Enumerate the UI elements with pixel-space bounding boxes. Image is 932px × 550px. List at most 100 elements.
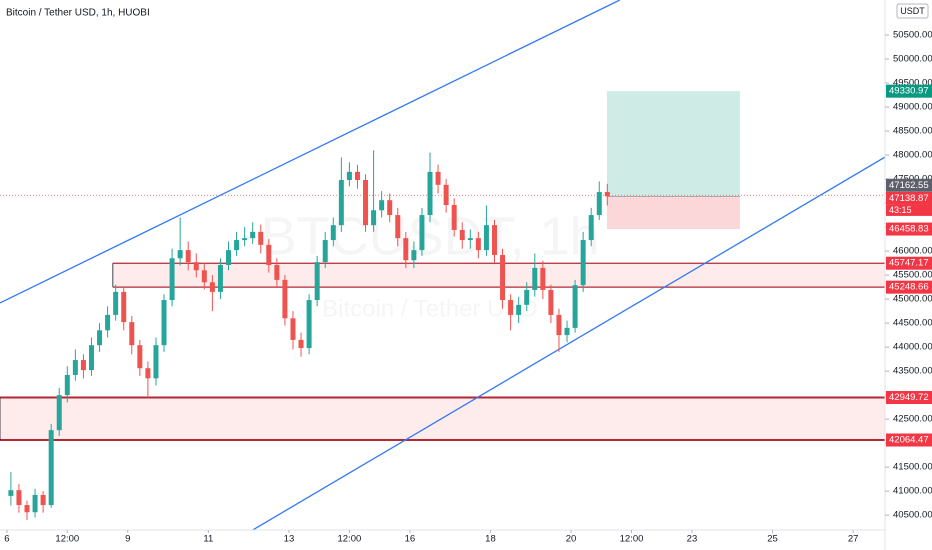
x-tick-label: 25 (767, 534, 778, 545)
stop-price-label-bg (886, 222, 932, 236)
candle-body (580, 240, 586, 286)
candle-body (209, 282, 215, 292)
candle-body (105, 314, 111, 331)
candle-body (88, 345, 94, 371)
candle-body (411, 250, 417, 261)
candle-body (129, 322, 135, 346)
candle-body (572, 285, 578, 328)
plot-area: BTCUSDT, 1h Bitcoin / Tether USD (0, 0, 885, 530)
candle-body (451, 204, 457, 230)
y-tick-label: 44000.00 (893, 342, 932, 353)
candle-body (121, 291, 127, 323)
candle-body (80, 360, 86, 371)
y-tick-label: 41000.00 (893, 486, 932, 497)
y-tick-label: 44500.00 (893, 318, 932, 329)
y-tick-label: 41500.00 (893, 462, 932, 473)
candle-body (290, 318, 296, 340)
candle-body (314, 262, 320, 301)
trend-line (0, 0, 621, 304)
candle-body (242, 238, 248, 241)
position-target (606, 91, 740, 197)
candle-body (387, 200, 393, 216)
candle-body (604, 192, 610, 197)
last-price-label: 47162.55 (889, 180, 929, 191)
candle-body (524, 289, 530, 305)
candle-body (540, 267, 546, 290)
candle-body (161, 300, 167, 346)
zone-price-label-bg (886, 280, 932, 294)
candle-body (266, 244, 272, 265)
zone-price-label: 45248.66 (889, 282, 929, 293)
candle-body (153, 345, 159, 379)
x-tick-label: 6 (4, 534, 9, 545)
y-tick-label: 45500.00 (893, 270, 932, 281)
candle-body (322, 240, 328, 263)
entry-price-label-bg (886, 191, 932, 205)
candle-body (427, 171, 433, 216)
x-tick-label: 27 (848, 534, 859, 545)
candle-body (338, 180, 344, 226)
candle-body (500, 254, 506, 301)
target-price-label: 49330.97 (889, 86, 929, 97)
candle-body (532, 267, 538, 290)
candle-body (516, 304, 522, 315)
candle-body (201, 270, 207, 283)
candle-body (145, 368, 151, 379)
candle-body (72, 360, 78, 375)
candle-body (306, 300, 312, 349)
candle-body (556, 314, 562, 336)
y-tick-label: 42500.00 (893, 414, 932, 425)
candle-body (596, 192, 602, 216)
zone-price-label-bg (886, 391, 932, 405)
currency-box[interactable] (896, 3, 929, 19)
candle-body (234, 240, 240, 251)
candle-body (467, 238, 473, 241)
candle-body (274, 265, 280, 280)
candle-body (459, 229, 465, 241)
y-tick-label: 48500.00 (893, 126, 932, 137)
candle-body (97, 330, 103, 346)
candle-body (40, 494, 46, 506)
candle-body (483, 225, 489, 251)
y-tick-label: 48000.00 (893, 150, 932, 161)
currency[interactable]: USDT (900, 6, 925, 16)
candle-body (548, 289, 554, 315)
x-tick-label: 16 (405, 534, 416, 545)
candle-body (588, 215, 594, 241)
candle-body (169, 258, 175, 301)
candle-body (330, 225, 336, 241)
candle-body (435, 171, 441, 185)
position-stop (606, 196, 740, 230)
chart-title: Bitcoin / Tether USD, 1h, HUOBI (6, 8, 150, 19)
candle-body (354, 171, 360, 181)
watermark: Bitcoin / Tether USD (322, 295, 538, 322)
candle-body (32, 494, 38, 513)
candle-body (64, 374, 70, 396)
candle-body (491, 225, 497, 255)
candle-body (475, 238, 481, 251)
entry-price-label: 47138.87 (889, 193, 929, 204)
candle-body (363, 180, 369, 226)
candle-body (48, 430, 54, 506)
y-tick-label: 40500.00 (893, 510, 932, 521)
y-tick-label: 50500.00 (893, 30, 932, 41)
zone-price-label: 45747.17 (889, 258, 929, 269)
candle-body (56, 395, 62, 431)
candle-body (564, 327, 570, 336)
last-price-label-bg (886, 178, 932, 192)
candle-body (8, 490, 14, 496)
candle-body (395, 215, 401, 239)
zone-price-label: 42949.72 (889, 392, 929, 403)
stop-price-label: 46458.83 (889, 224, 929, 235)
candle-body (217, 265, 223, 292)
candle-body (346, 171, 352, 181)
candle-body (193, 262, 199, 271)
x-tick-label: 12:00 (620, 534, 644, 545)
trend-line (252, 156, 885, 530)
candle-body (371, 210, 377, 226)
zone-price-label-bg (886, 256, 932, 270)
x-tick-label: 18 (485, 534, 496, 545)
y-tick-label: 43500.00 (893, 366, 932, 377)
